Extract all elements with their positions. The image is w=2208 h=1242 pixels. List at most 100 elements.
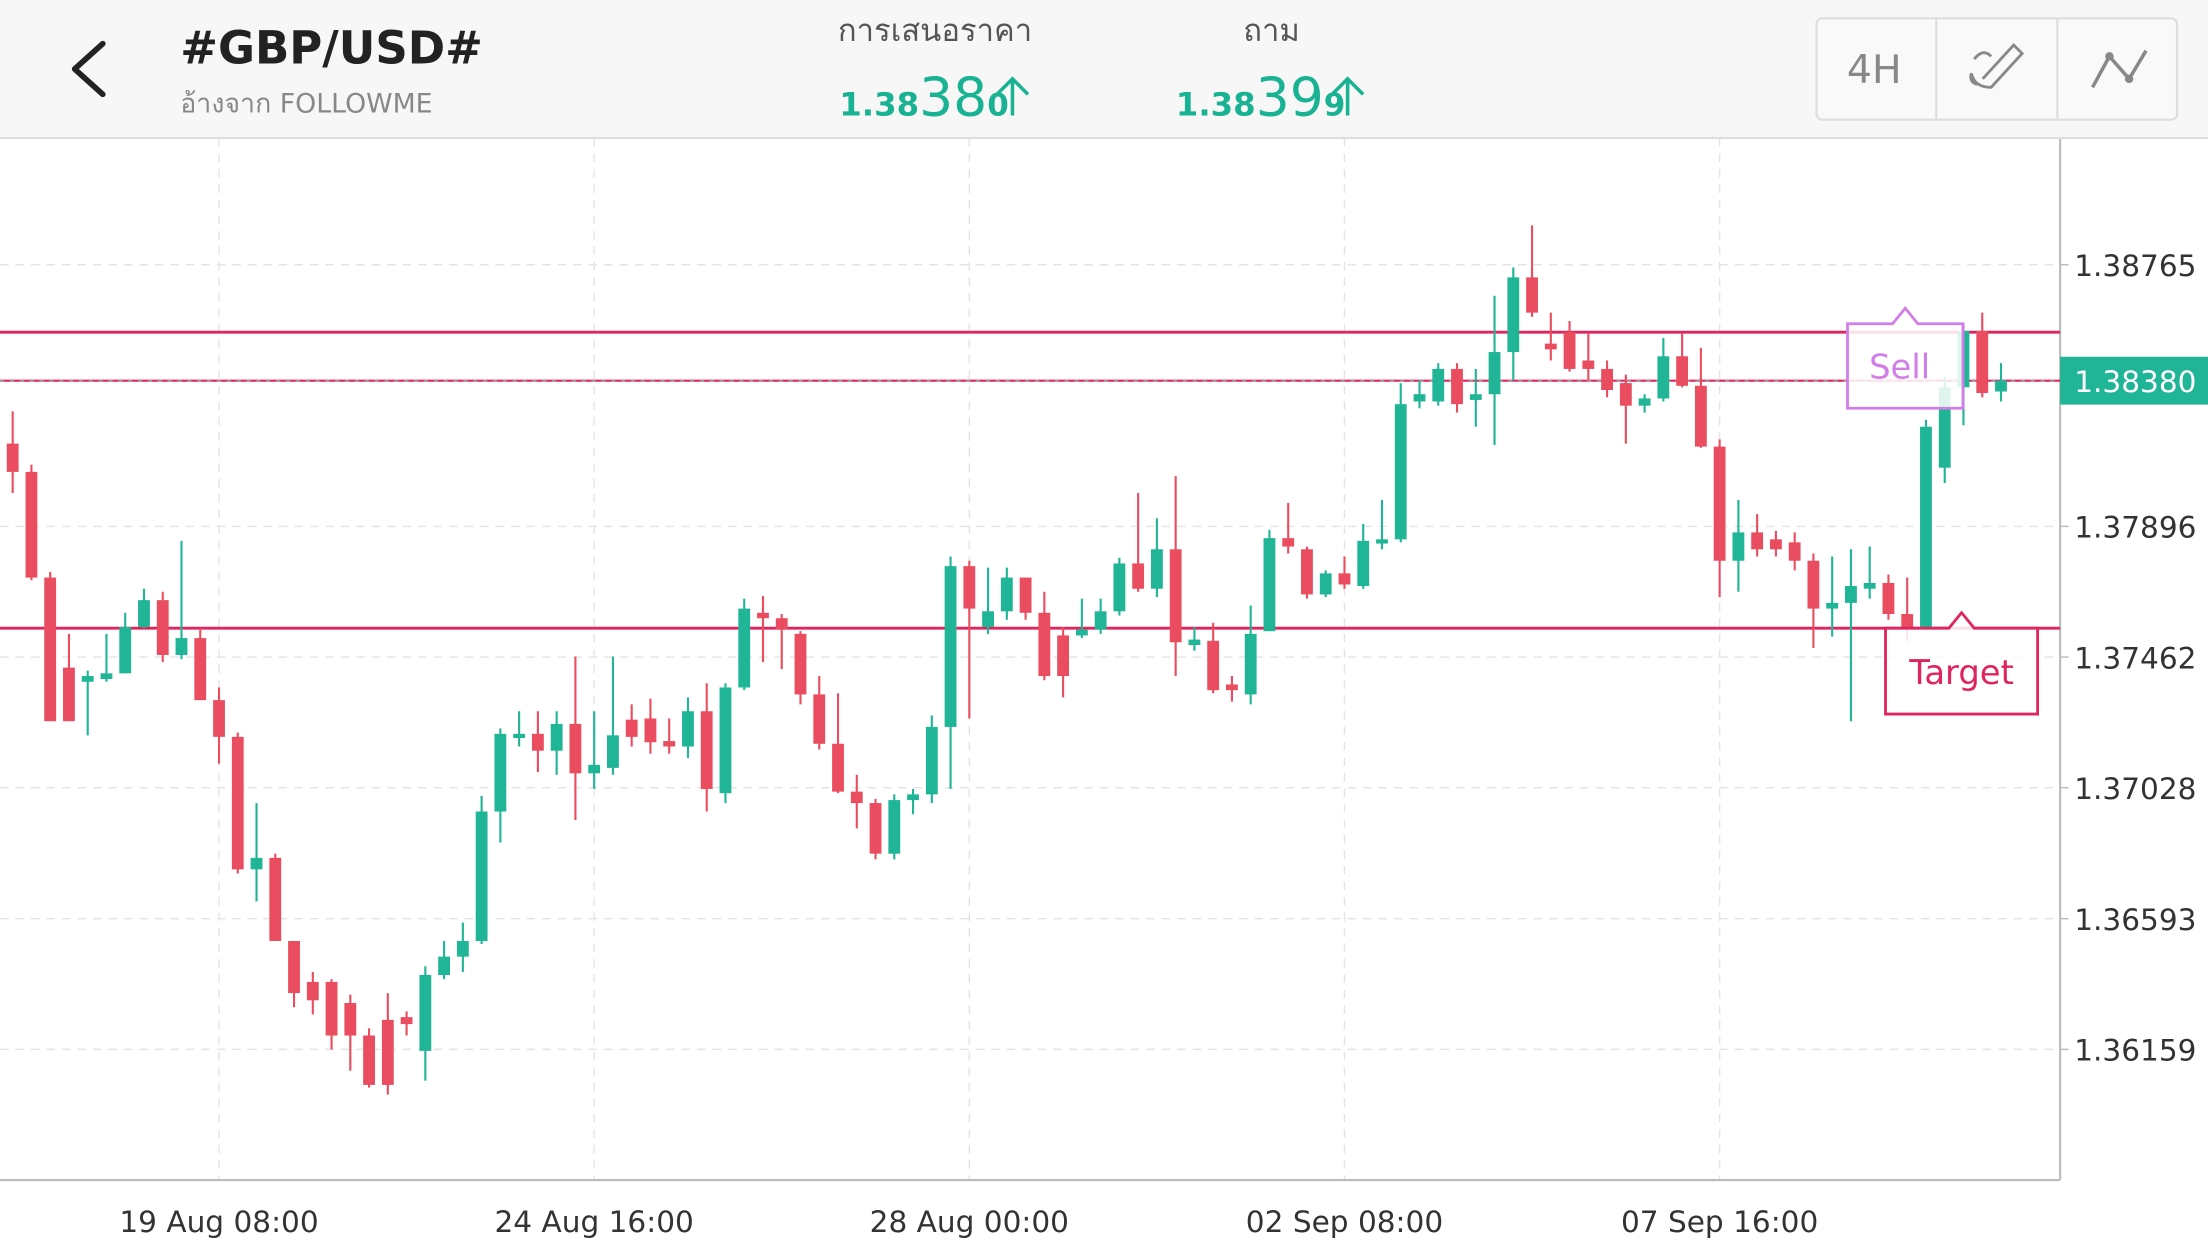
candle-body xyxy=(1694,385,1707,447)
back-button[interactable] xyxy=(71,40,106,98)
candle-body xyxy=(1338,573,1351,585)
timeframe-button[interactable]: 4H xyxy=(1847,47,1902,93)
ask-price-head: 1.38 xyxy=(1176,85,1256,123)
candle-body xyxy=(682,711,694,747)
candle-body xyxy=(1376,539,1388,544)
candle-body xyxy=(1582,360,1595,369)
candle-body xyxy=(250,857,263,870)
ask-label: ถาม xyxy=(1243,13,1300,49)
ask-price-main: 39 xyxy=(1256,65,1324,128)
candle-body xyxy=(306,981,319,1001)
candle-body xyxy=(1413,394,1426,402)
candle-body xyxy=(1150,549,1163,589)
candle-body xyxy=(1451,368,1463,405)
indicator-button[interactable] xyxy=(2090,49,2148,89)
candle-body xyxy=(44,577,57,722)
annotation-label: Sell xyxy=(1869,348,1930,387)
candle-body xyxy=(625,719,638,737)
candle-body xyxy=(1938,387,1951,468)
candle-body xyxy=(1788,542,1801,561)
candle-body xyxy=(1751,532,1764,550)
candle-body xyxy=(1244,633,1257,695)
ask-price-tail: 9 xyxy=(1324,87,1346,123)
annotation-box xyxy=(1884,610,2040,716)
candle-body xyxy=(1845,586,1857,603)
candle-body xyxy=(1169,549,1182,643)
x-tick-label: 24 Aug 16:00 xyxy=(494,1205,693,1239)
candle-body xyxy=(438,956,451,976)
candle-body xyxy=(138,600,150,627)
last-price-tag xyxy=(2060,356,2208,405)
candle-body xyxy=(1544,343,1557,350)
candle-body xyxy=(1019,577,1032,613)
candle-body xyxy=(719,687,732,794)
bid-price: 1.38380 xyxy=(839,65,1009,128)
candle-body xyxy=(1901,614,1914,629)
candle-body xyxy=(1826,602,1839,609)
candle-body xyxy=(663,741,676,747)
candle-body xyxy=(944,566,957,727)
candle-body xyxy=(100,673,113,680)
last-price-label: 1.38380 xyxy=(2074,365,2196,399)
candle-body xyxy=(1057,635,1070,677)
candle-body xyxy=(1113,563,1126,612)
candle-body xyxy=(1357,540,1370,587)
candle-body xyxy=(1038,612,1051,677)
candle-body xyxy=(738,608,751,688)
candle-body xyxy=(119,626,132,674)
candle-body xyxy=(813,694,826,744)
candle-body xyxy=(569,723,582,774)
candle-body xyxy=(850,791,863,804)
y-tick-label: 1.36593 xyxy=(2074,903,2196,937)
candle-body xyxy=(344,1003,357,1036)
plot-area: 1.38765 1.37896 1.37462 1.37028 1.36593 1.361… xyxy=(0,138,2208,1239)
y-tick-label: 1.37028 xyxy=(2074,772,2196,806)
candle-body xyxy=(175,638,188,655)
candle-body xyxy=(381,1019,394,1085)
candle-body xyxy=(869,803,882,854)
toolbar xyxy=(1815,17,2179,121)
bid-label: การเสนอราคา xyxy=(838,13,1032,49)
candle-body xyxy=(1882,582,1895,615)
candle-body xyxy=(1619,383,1632,406)
candle-body xyxy=(475,811,488,941)
candle-body xyxy=(982,611,994,627)
candle-body xyxy=(794,633,807,695)
candle-body xyxy=(400,1017,413,1025)
candle-body xyxy=(231,736,244,870)
candle-body xyxy=(1526,277,1538,313)
bid-up-arrow xyxy=(995,76,1030,116)
candle-body xyxy=(531,733,544,751)
y-tick-label: 1.37462 xyxy=(2074,641,2196,675)
candle-body xyxy=(1319,573,1332,595)
candle-body xyxy=(700,711,713,789)
candle-body xyxy=(888,800,901,854)
bid-price-main: 38 xyxy=(919,65,987,128)
candle-body xyxy=(1394,404,1407,540)
candle-body xyxy=(363,1035,375,1085)
annotation-label: Target xyxy=(1908,653,2014,692)
annotation-box xyxy=(1846,306,1965,410)
bid-price-tail: 0 xyxy=(987,87,1009,123)
y-tick-label: 1.36159 xyxy=(2074,1034,2196,1068)
candle-body xyxy=(1282,538,1295,547)
x-tick-label: 07 Sep 16:00 xyxy=(1621,1205,1818,1239)
candle-body xyxy=(832,743,844,792)
candle-body xyxy=(6,443,19,472)
y-tick-label: 1.38765 xyxy=(2074,249,2196,283)
candle-body xyxy=(213,700,225,737)
candle-body xyxy=(513,733,526,739)
candle-body xyxy=(775,618,788,630)
candle-body xyxy=(25,471,38,578)
candle-body xyxy=(757,612,769,619)
candle-body xyxy=(1075,629,1088,636)
ask-price: 1.38399 xyxy=(1176,65,1346,128)
indicator-dot xyxy=(2105,52,2114,61)
draw-tool-button[interactable] xyxy=(1969,43,2025,89)
candle-body xyxy=(607,735,619,768)
candle-body xyxy=(907,794,919,801)
candle-body xyxy=(1713,446,1726,561)
candle-body xyxy=(1676,356,1689,386)
candle-body xyxy=(156,600,169,655)
